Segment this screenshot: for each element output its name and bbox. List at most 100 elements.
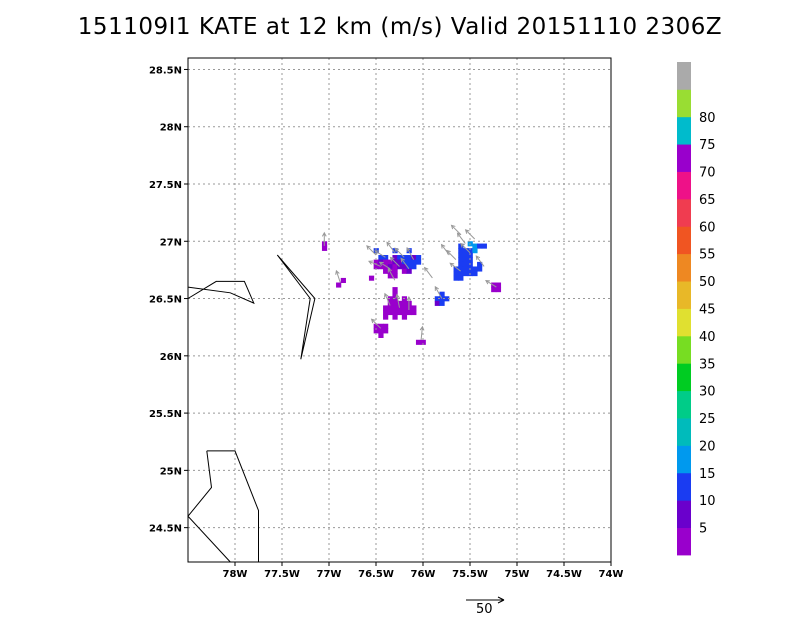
colorbar-label: 75 — [699, 138, 716, 153]
colorbar-label: 70 — [699, 166, 716, 181]
colorbar-label: 10 — [699, 494, 716, 509]
wind-vector — [374, 250, 386, 258]
wind-cell — [411, 255, 417, 261]
lat-tick-label: 25.5N — [149, 409, 182, 420]
wind-cell — [444, 296, 450, 302]
wind-cell — [458, 252, 464, 258]
map-frame — [187, 57, 612, 563]
wind-cell — [491, 287, 497, 293]
wind-cell — [383, 255, 389, 261]
wind-vector — [378, 261, 391, 270]
wind-cell — [392, 310, 398, 316]
wind-cell — [401, 255, 408, 261]
wind-cell — [477, 243, 483, 249]
wind-cell — [387, 259, 393, 265]
wind-cell — [392, 248, 398, 254]
page-title: 151109I1 KATE at 12 km (m/s) Valid 20151… — [77, 14, 723, 40]
wind-cell — [439, 296, 445, 302]
wind-cell — [495, 287, 502, 293]
colorbar-label: 20 — [699, 439, 716, 454]
colorbar-segment — [677, 144, 691, 172]
wind-cell — [458, 275, 464, 281]
wind-vector — [387, 267, 396, 281]
lon-tick-label: 74.5W — [546, 569, 582, 580]
wind-cell — [434, 300, 440, 306]
wind-cell — [336, 282, 342, 288]
wind-cell — [378, 332, 384, 338]
colorbar-label: 45 — [699, 303, 716, 318]
wind-cell — [472, 248, 478, 254]
wind-vector — [394, 247, 405, 258]
wind-vectors — [321, 224, 497, 340]
colorbar-label: 65 — [699, 193, 716, 208]
wind-cell — [411, 310, 417, 316]
wind-vector — [450, 224, 461, 235]
coastline — [206, 450, 259, 562]
lat-tick-label: 26N — [160, 352, 182, 363]
wind-cell — [387, 296, 393, 302]
wind-cell — [383, 310, 389, 316]
wind-vector — [389, 256, 400, 267]
colorbar-segment — [677, 472, 691, 501]
colorbar-segment — [677, 62, 691, 90]
wind-vector — [446, 249, 457, 260]
wind-vector — [456, 232, 466, 244]
colorbar: 5 10 15 20 25 30 35 40 45 50 55 60 65 70 75 80 — [677, 62, 716, 556]
colorbar-label: 50 — [699, 275, 716, 290]
colorbar-segment — [677, 89, 691, 118]
wind-cell — [340, 277, 346, 284]
wind-cell — [477, 261, 483, 267]
wind-cell — [387, 273, 393, 279]
wind-cell — [401, 310, 408, 316]
wind-cell — [406, 259, 412, 265]
wind-cell — [397, 310, 403, 316]
wind-vector — [406, 246, 415, 260]
wind-cell — [392, 314, 398, 320]
colorbar-segment — [677, 171, 691, 200]
lon-tick-label: 77.5W — [264, 569, 300, 580]
wind-vector — [475, 255, 485, 267]
wind-cell — [472, 271, 478, 277]
wind-cell — [472, 266, 478, 272]
wind-vector — [434, 285, 443, 299]
wind-cell — [406, 264, 412, 270]
wind-cell — [401, 314, 408, 320]
wind-vector — [386, 241, 396, 254]
wind-cell — [373, 328, 379, 334]
wind-cell — [383, 314, 389, 320]
wind-vector — [440, 243, 450, 256]
colorbar-label: 60 — [699, 220, 716, 235]
colorbar-label: 25 — [699, 412, 716, 427]
wind-cell — [397, 255, 403, 261]
wind-cell — [383, 323, 389, 329]
lat-tick-label: 24.5N — [149, 524, 182, 535]
wind-cell — [368, 275, 375, 281]
wind-cell — [462, 248, 469, 254]
colorbar-segment — [677, 308, 691, 337]
wind-cell — [411, 305, 417, 311]
wind-cell — [373, 323, 379, 329]
wind-cell — [462, 266, 469, 272]
colorbar-segment — [677, 390, 691, 419]
wind-cell — [467, 248, 473, 254]
colorbar-segment — [677, 445, 691, 474]
coastline — [187, 450, 231, 563]
lon-tick-label: 76.5W — [358, 569, 394, 580]
wind-vector — [368, 260, 381, 267]
wind-vector — [335, 269, 341, 283]
wind-cell — [387, 305, 393, 311]
wind-cell — [378, 323, 384, 329]
wind-cell — [383, 305, 389, 311]
wind-cell — [458, 261, 464, 267]
wind-cell — [458, 248, 464, 254]
wind-cell — [458, 271, 464, 277]
colorbar-label: 55 — [699, 248, 716, 263]
wind-cell — [392, 273, 398, 279]
wind-cell — [383, 264, 389, 270]
grid-lines — [188, 58, 611, 562]
wind-cell — [462, 271, 469, 277]
wind-cell — [392, 291, 398, 297]
wind-cell — [406, 310, 412, 316]
wind-vector — [460, 242, 471, 254]
wind-vector — [406, 295, 412, 310]
